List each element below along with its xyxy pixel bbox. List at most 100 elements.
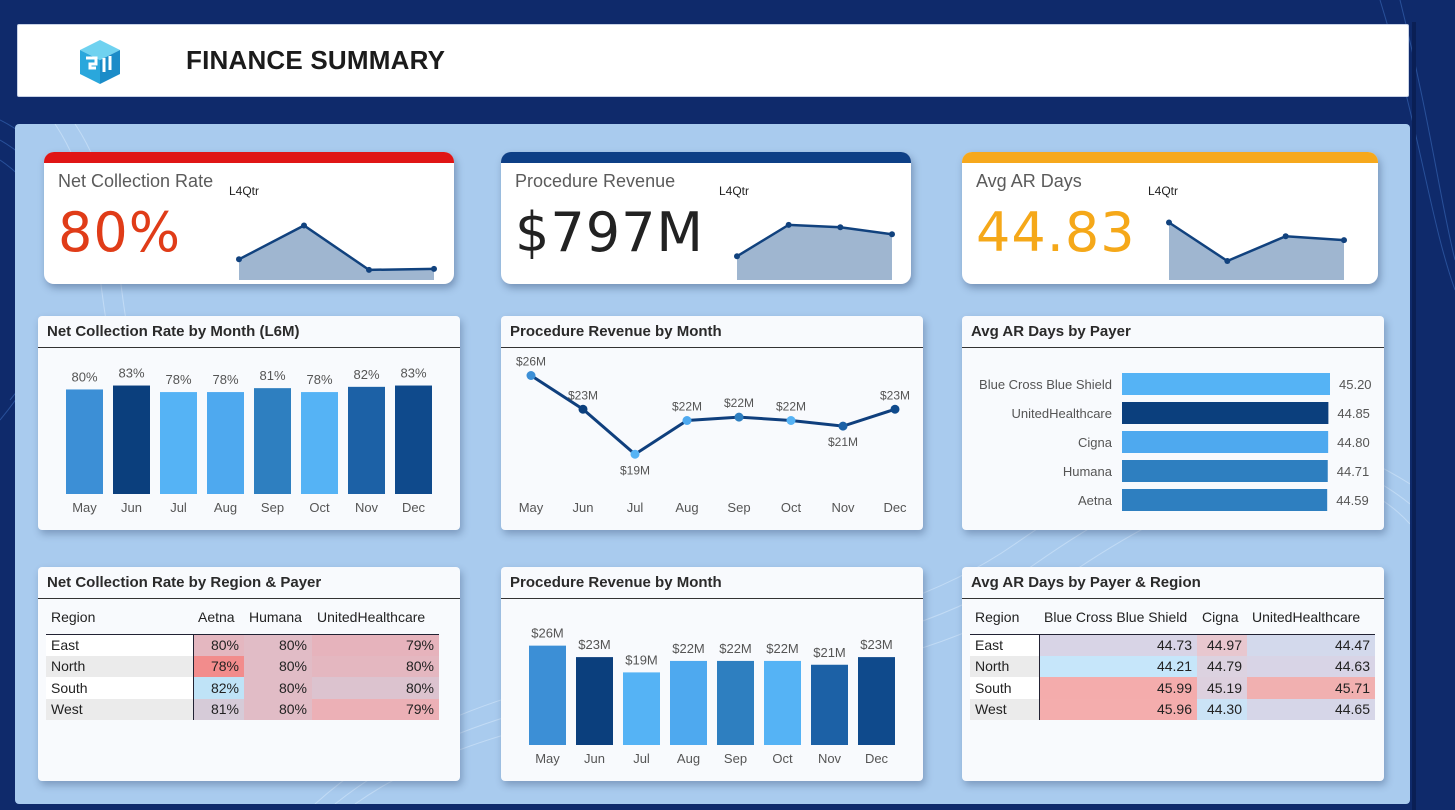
- data-label: 45.20: [1339, 377, 1372, 392]
- value-cell: 81%: [193, 698, 244, 720]
- kpi-label: Procedure Revenue: [515, 171, 676, 191]
- chart-card-revenue-line[interactable]: Procedure Revenue by Month $26M May $23M Ju…: [501, 316, 923, 530]
- x-tick-label: Oct: [772, 751, 793, 766]
- chart-card-ncr-by-month[interactable]: Net Collection Rate by Month (L6M) 80% Ma…: [38, 316, 460, 530]
- data-label: $19M: [625, 652, 658, 667]
- data-label: $23M: [578, 637, 611, 652]
- x-tick-label: Dec: [865, 751, 889, 766]
- column-header[interactable]: Aetna: [193, 601, 244, 635]
- report-canvas: Net Collection Rate 80% L4Qtr Procedure …: [15, 124, 1410, 804]
- column-header[interactable]: Region: [970, 601, 1039, 635]
- point-jul: [630, 449, 640, 459]
- value-cell: 80%: [312, 655, 439, 677]
- column-header[interactable]: UnitedHealthcare: [1247, 601, 1375, 635]
- sparkline-point: [1341, 237, 1347, 244]
- value-cell: 44.21: [1039, 655, 1197, 677]
- bar-nov: [348, 386, 385, 494]
- value-cell: 80%: [244, 677, 312, 699]
- kpi-card-procedure-revenue[interactable]: Procedure Revenue $797M L4Qtr: [501, 152, 911, 284]
- column-header[interactable]: Blue Cross Blue Shield: [1039, 601, 1197, 635]
- point-aug: [682, 416, 692, 425]
- value-cell: 44.30: [1197, 698, 1247, 720]
- data-label: 80%: [71, 369, 97, 384]
- column-header[interactable]: UnitedHealthcare: [312, 601, 439, 635]
- data-label: $22M: [724, 396, 754, 410]
- table-row[interactable]: North 78% 80% 80%: [46, 655, 439, 677]
- data-label: 83%: [400, 366, 426, 381]
- window-edge: [1412, 22, 1416, 810]
- ncr-region-payer-table: Region Aetna Humana UnitedHealthcare East 80%…: [46, 601, 439, 720]
- title-divider: [962, 598, 1384, 599]
- kpi-label: Net Collection Rate: [58, 171, 214, 191]
- table-row[interactable]: West 45.96 44.30 44.65: [970, 698, 1375, 720]
- kpi-label: Avg AR Days: [976, 171, 1082, 191]
- data-label: $22M: [719, 641, 752, 656]
- data-label: 83%: [118, 366, 144, 381]
- sparkline-area: [737, 224, 892, 280]
- bar-humana: [1122, 460, 1328, 482]
- value-cell: 44.97: [1197, 634, 1247, 656]
- region-cell: North: [46, 655, 194, 677]
- y-category-label: UnitedHealthcare: [1012, 406, 1112, 421]
- x-tick-label: Jun: [121, 500, 142, 515]
- sparkline-line: [238, 224, 435, 272]
- data-label: $26M: [516, 355, 546, 369]
- bar-nov: [811, 664, 848, 745]
- x-tick-label: Aug: [214, 500, 237, 515]
- x-tick-label: May: [535, 751, 560, 766]
- x-tick-label: Nov: [831, 500, 855, 515]
- x-tick-label: Jul: [633, 751, 650, 766]
- matrix-card-ar-payer-region[interactable]: Avg AR Days by Payer & Region Region Blue…: [962, 567, 1384, 781]
- title-divider: [38, 347, 460, 348]
- kpi-value: 44.83: [976, 201, 1136, 264]
- data-label: $21M: [828, 435, 858, 449]
- column-header[interactable]: Region: [46, 601, 193, 635]
- sparkline-label: L4Qtr: [229, 184, 260, 198]
- bar-dec: [858, 657, 895, 745]
- chart-card-revenue-bar[interactable]: Procedure Revenue by Month $26M May $23M Ju…: [501, 567, 923, 781]
- data-label: 78%: [212, 372, 238, 387]
- region-cell: West: [46, 698, 194, 720]
- point-oct: [786, 416, 796, 425]
- bar-sep: [254, 388, 291, 494]
- kpi-card-net-collection-rate[interactable]: Net Collection Rate 80% L4Qtr: [44, 152, 454, 284]
- matrix-card-ncr-region-payer[interactable]: Net Collection Rate by Region & Payer Re…: [38, 567, 460, 781]
- report-header: FINANCE SUMMARY: [17, 24, 1409, 97]
- bar-aug: [670, 660, 707, 745]
- data-label: 44.85: [1337, 406, 1370, 421]
- table-row[interactable]: North 44.21 44.79 44.63: [970, 655, 1375, 677]
- column-header[interactable]: Humana: [244, 601, 312, 635]
- kpi-card-avg-ar-days[interactable]: Avg AR Days 44.83 L4Qtr: [962, 152, 1378, 284]
- kpi-sparkline: [236, 222, 437, 280]
- column-header[interactable]: Cigna: [1197, 601, 1247, 635]
- bar-unitedhealthcare: [1122, 402, 1329, 424]
- point-nov: [838, 421, 848, 431]
- data-label: $19M: [620, 463, 650, 477]
- sparkline-point: [889, 231, 895, 238]
- point-dec: [890, 404, 900, 414]
- value-cell: 82%: [193, 677, 244, 699]
- x-tick-label: Aug: [675, 500, 698, 515]
- sparkline-area: [239, 225, 434, 280]
- sparkline-line: [1168, 221, 1345, 263]
- bar-aug: [207, 392, 244, 494]
- bar-oct: [301, 392, 338, 494]
- table-row[interactable]: East 80% 80% 79%: [46, 634, 439, 656]
- table-row[interactable]: East 44.73 44.97 44.47: [970, 634, 1375, 656]
- sparkline-label: L4Qtr: [1148, 184, 1179, 198]
- x-tick-label: Sep: [727, 500, 750, 515]
- chart-card-ar-by-payer[interactable]: Avg AR Days by Payer Blue Cross Blue Shi…: [962, 316, 1384, 530]
- data-label: $22M: [766, 641, 799, 656]
- revenue-bar-chart: $26M May $23M Jun $19M Jul $22M Aug $22M Sep $22M O…: [529, 626, 895, 766]
- bar-jun: [576, 657, 613, 745]
- bar-blue-cross-blue-shield: [1122, 373, 1330, 395]
- value-cell: 45.71: [1247, 677, 1375, 699]
- value-cell: 44.65: [1247, 698, 1375, 720]
- x-tick-label: Oct: [309, 500, 330, 515]
- table-row[interactable]: West 81% 80% 79%: [46, 698, 439, 720]
- table-row[interactable]: South 82% 80% 80%: [46, 677, 439, 699]
- table-row[interactable]: South 45.99 45.19 45.71: [970, 677, 1375, 699]
- x-tick-label: Sep: [261, 500, 284, 515]
- x-tick-label: Nov: [355, 500, 379, 515]
- value-cell: 44.73: [1039, 634, 1197, 656]
